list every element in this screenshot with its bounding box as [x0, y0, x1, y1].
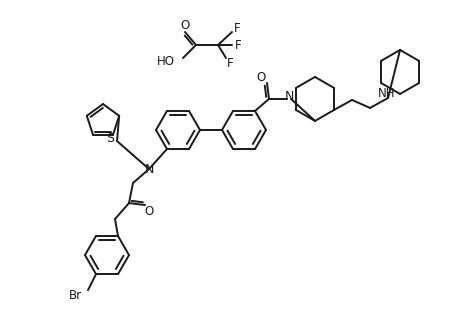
- Text: O: O: [256, 71, 265, 84]
- Text: HO: HO: [156, 55, 175, 68]
- Text: N: N: [284, 90, 293, 103]
- Text: O: O: [144, 204, 153, 218]
- Text: F: F: [226, 57, 233, 69]
- Text: F: F: [234, 38, 241, 51]
- Text: F: F: [233, 22, 240, 35]
- Text: N: N: [144, 162, 153, 176]
- Text: O: O: [180, 18, 189, 32]
- Text: S: S: [106, 132, 114, 145]
- Text: Br: Br: [69, 289, 82, 302]
- Text: NH: NH: [377, 88, 394, 100]
